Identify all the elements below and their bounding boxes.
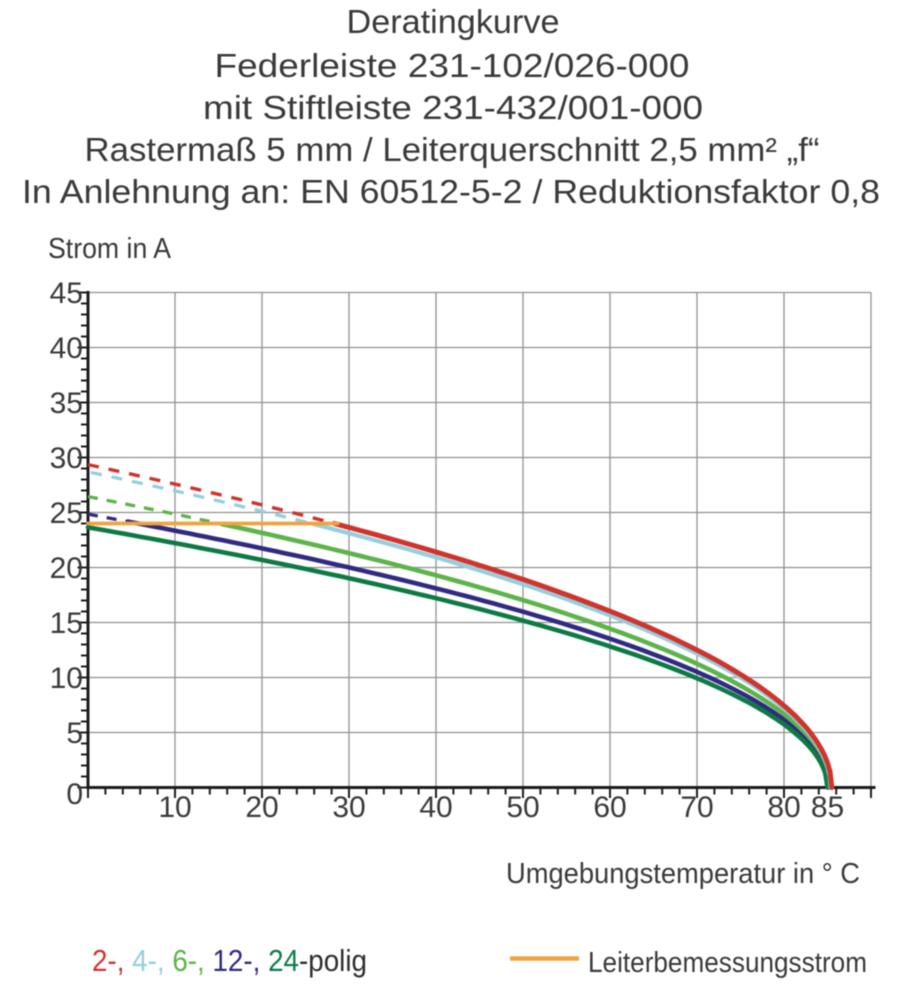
svg-text:40: 40 xyxy=(419,791,452,824)
svg-text:0: 0 xyxy=(66,778,83,811)
svg-text:10: 10 xyxy=(50,662,83,695)
svg-text:Umgebungstemperatur in ° C: Umgebungstemperatur in ° C xyxy=(506,858,860,890)
svg-text:5: 5 xyxy=(66,717,83,750)
svg-text:30: 30 xyxy=(332,791,365,824)
svg-text:2-, 4-, 6-, 12-, 24-polig: 2-, 4-, 6-, 12-, 24-polig xyxy=(92,943,367,978)
svg-text:Rastermaß 5 mm / Leiterquersch: Rastermaß 5 mm / Leiterquerschnitt 2,5 m… xyxy=(85,131,820,168)
svg-text:Deratingkurve: Deratingkurve xyxy=(347,3,560,40)
svg-text:Strom in A: Strom in A xyxy=(48,233,172,265)
svg-text:70: 70 xyxy=(680,791,713,824)
svg-text:mit Stiftleiste 231-432/001-00: mit Stiftleiste 231-432/001-000 xyxy=(203,89,703,126)
svg-text:20: 20 xyxy=(245,791,278,824)
svg-text:45: 45 xyxy=(50,277,83,310)
svg-text:In Anlehnung an: EN 60512-5-2: In Anlehnung an: EN 60512-5-2 / Reduktio… xyxy=(22,173,880,210)
svg-text:60: 60 xyxy=(593,791,626,824)
svg-text:50: 50 xyxy=(506,791,539,824)
svg-text:85: 85 xyxy=(811,791,844,824)
svg-text:80: 80 xyxy=(767,791,800,824)
svg-text:Leiterbemessungsstrom: Leiterbemessungsstrom xyxy=(588,947,867,979)
svg-text:40: 40 xyxy=(50,332,83,365)
svg-text:25: 25 xyxy=(50,497,83,530)
svg-text:20: 20 xyxy=(50,552,83,585)
svg-text:10: 10 xyxy=(158,791,191,824)
svg-text:30: 30 xyxy=(50,442,83,475)
svg-text:15: 15 xyxy=(50,607,83,640)
svg-text:35: 35 xyxy=(50,387,83,420)
svg-text:Federleiste 231-102/026-000: Federleiste 231-102/026-000 xyxy=(215,47,690,84)
